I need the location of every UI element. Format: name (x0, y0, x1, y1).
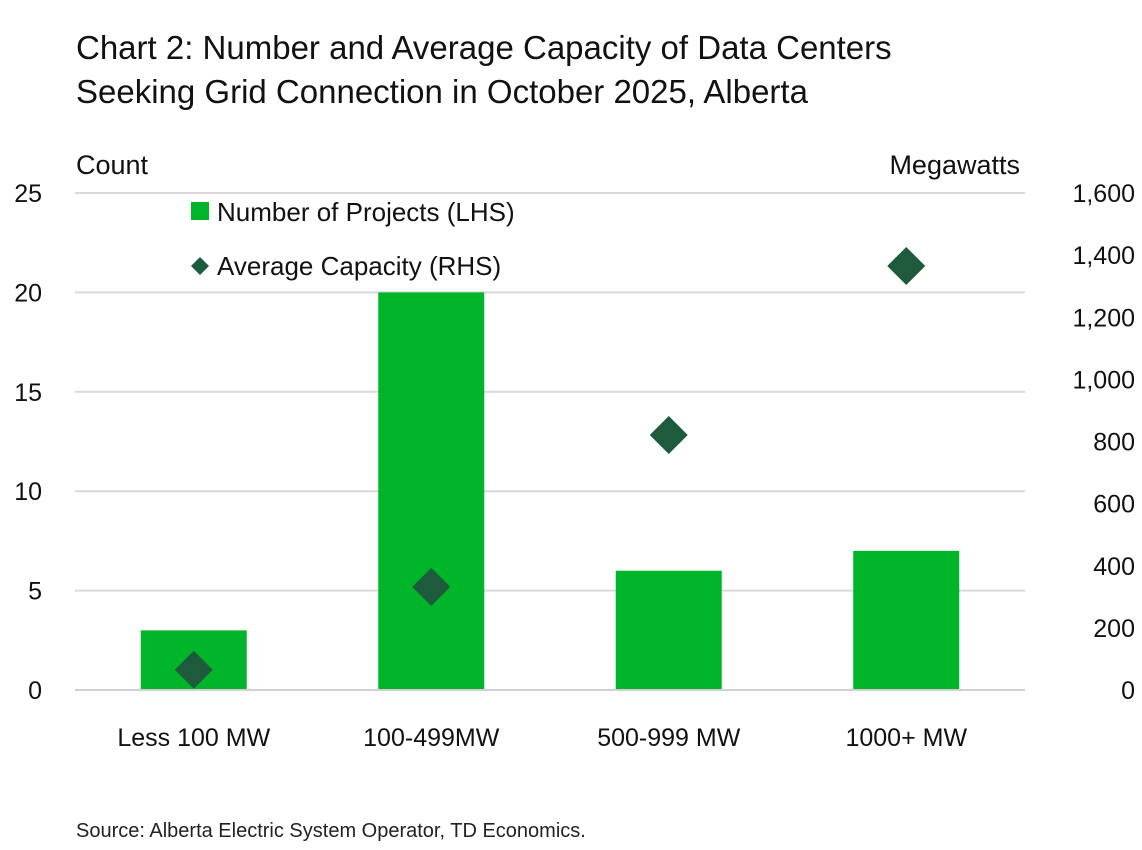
y-tick-right: 400 (1093, 553, 1135, 581)
diamond-point (649, 415, 688, 454)
y-tick-right: 0 (1121, 677, 1135, 705)
x-tick-label: 100-499MW (363, 724, 500, 752)
chart-title: Chart 2: Number and Average Capacity of … (76, 26, 892, 114)
y-tick-right: 1,600 (1072, 180, 1135, 208)
y-tick-right: 600 (1093, 491, 1135, 519)
bar (378, 292, 485, 690)
y-tick-left: 10 (14, 478, 42, 506)
x-tick-label: 1000+ MW (845, 724, 967, 752)
diamond-point (174, 650, 213, 689)
y-tick-right: 1,000 (1072, 366, 1135, 394)
bar (615, 570, 722, 690)
title-line-1: Chart 2: Number and Average Capacity of … (76, 29, 892, 66)
legend-swatch-diamond (191, 257, 209, 275)
x-tick-label: 500-999 MW (597, 724, 741, 752)
diamond-point (887, 246, 926, 285)
title-line-2: Seeking Grid Connection in October 2025,… (76, 73, 808, 110)
diamond-point (412, 567, 451, 606)
legend-swatch-bar (191, 202, 209, 220)
y-tick-right: 200 (1093, 615, 1135, 643)
bar (853, 550, 960, 690)
y-axis-label-right: Megawatts (889, 150, 1020, 180)
y-tick-right: 1,400 (1072, 242, 1135, 270)
y-tick-left: 20 (14, 279, 42, 307)
y-tick-left: 0 (28, 677, 42, 705)
y-tick-left: 15 (14, 379, 42, 407)
legend-label-bar: Number of Projects (LHS) (217, 197, 515, 227)
y-tick-left: 5 (28, 578, 42, 606)
legend-label-diamond: Average Capacity (RHS) (217, 251, 501, 281)
y-tick-right: 1,200 (1072, 304, 1135, 332)
x-tick-label: Less 100 MW (117, 724, 270, 752)
y-axis-label-left: Count (76, 150, 149, 180)
source-note: Source: Alberta Electric System Operator… (76, 820, 586, 842)
y-tick-left: 25 (14, 180, 42, 208)
y-tick-right: 800 (1093, 429, 1135, 457)
